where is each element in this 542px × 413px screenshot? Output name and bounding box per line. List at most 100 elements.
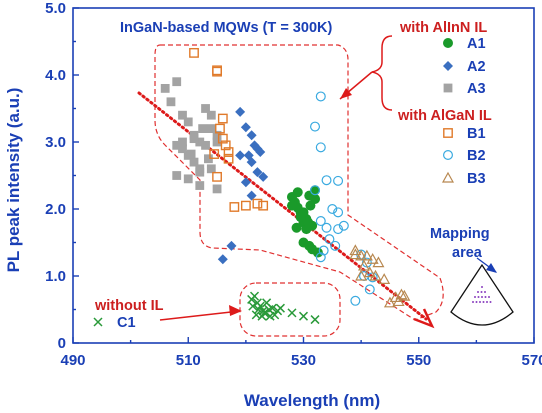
point-b2 — [315, 91, 326, 102]
point-a2 — [235, 150, 246, 161]
plot-frame — [72, 7, 535, 344]
point-a2 — [252, 167, 263, 178]
legend-label-a2: A2 — [467, 59, 486, 75]
mapping-dot — [484, 291, 486, 293]
region-without-il — [239, 282, 341, 337]
mapping-label-line1: Mapping — [430, 226, 490, 242]
legend-label-b2: B2 — [467, 148, 486, 164]
point-a1 — [310, 185, 321, 196]
point-b3 — [392, 295, 405, 307]
point-a1 — [292, 187, 303, 198]
point-a1 — [303, 217, 314, 228]
point-b2 — [364, 284, 375, 295]
point-b2 — [338, 220, 349, 231]
point-a3 — [183, 117, 193, 127]
point-b2 — [321, 175, 332, 186]
point-c1 — [248, 301, 258, 311]
point-c1 — [273, 306, 283, 316]
point-a3 — [178, 137, 187, 147]
point-a3 — [201, 104, 210, 113]
point-b2 — [333, 224, 344, 235]
point-b2 — [330, 240, 341, 251]
y-tick-label-0: 0 — [58, 335, 66, 352]
point-a3 — [195, 137, 205, 147]
point-b1 — [212, 65, 222, 76]
legend-label-c1: C1 — [117, 315, 136, 331]
point-b3 — [372, 256, 385, 268]
point-b2 — [315, 142, 326, 153]
point-a1 — [295, 212, 306, 223]
y-tick-label-2.0: 2.0 — [45, 201, 66, 218]
point-a3 — [212, 137, 222, 147]
point-a3 — [183, 174, 193, 184]
trend-arrow — [137, 91, 435, 329]
point-b1 — [217, 113, 228, 124]
mapping-dot — [474, 296, 476, 298]
point-b3 — [349, 244, 362, 256]
point-a3 — [206, 164, 216, 174]
point-b2 — [315, 252, 326, 263]
point-a2 — [217, 254, 228, 265]
point-b3 — [357, 259, 371, 271]
legend-group-without: without IL — [94, 298, 164, 314]
point-b2 — [324, 234, 335, 245]
without-arrow-line — [159, 310, 241, 321]
point-a3 — [189, 157, 199, 167]
point-a3 — [178, 144, 187, 154]
legend-braces — [159, 35, 497, 321]
point-b2 — [310, 121, 321, 132]
legend-label-b3: B3 — [467, 171, 486, 187]
point-b1 — [223, 153, 234, 164]
mapping-dot — [481, 286, 483, 288]
point-b1 — [258, 200, 269, 211]
point-b1 — [229, 202, 240, 212]
mapping-dot — [479, 301, 481, 303]
legend-brace — [371, 35, 393, 111]
point-b1 — [223, 147, 234, 157]
point-b3 — [355, 269, 368, 281]
point-a2 — [235, 106, 246, 117]
point-b3 — [378, 273, 391, 284]
point-a3 — [201, 140, 210, 150]
wafer-sector — [450, 263, 514, 326]
point-b3 — [395, 288, 408, 300]
point-c1 — [310, 315, 320, 325]
point-a3 — [178, 110, 187, 120]
point-b3 — [355, 249, 368, 261]
point-a3 — [198, 124, 208, 133]
point-a2 — [258, 171, 269, 182]
point-c1 — [254, 304, 264, 315]
point-b2 — [318, 245, 329, 256]
without-arrowhead — [229, 305, 242, 316]
legend-label-b1: B1 — [467, 126, 486, 142]
legend-marker-b2 — [443, 150, 454, 161]
point-a2 — [246, 190, 257, 201]
y-tick-label-1.0: 1.0 — [45, 268, 66, 285]
point-a3 — [206, 110, 216, 120]
point-b1 — [220, 140, 231, 151]
data-marks — [160, 47, 411, 325]
point-b1 — [189, 47, 199, 58]
point-b1 — [217, 133, 228, 144]
mapping-dot — [484, 296, 487, 298]
point-b1 — [240, 200, 251, 211]
legend-group-algan: with AlGaN IL — [397, 108, 492, 124]
brace-arrowhead — [340, 88, 352, 99]
legend-marker-a3 — [443, 83, 453, 93]
point-a3 — [212, 130, 222, 140]
point-b3 — [363, 266, 376, 278]
mapping-dot — [482, 301, 485, 303]
point-b2 — [310, 185, 321, 196]
point-b3 — [360, 249, 373, 261]
point-a3 — [160, 84, 170, 93]
point-a2 — [240, 122, 251, 133]
point-a3 — [172, 171, 182, 180]
group-regions — [154, 44, 444, 337]
point-b1 — [252, 198, 263, 209]
point-b3 — [369, 269, 382, 281]
legend-label-a1: A1 — [467, 36, 486, 52]
point-b2 — [350, 295, 361, 306]
point-a3 — [172, 140, 182, 150]
mapping-dot — [488, 296, 490, 298]
